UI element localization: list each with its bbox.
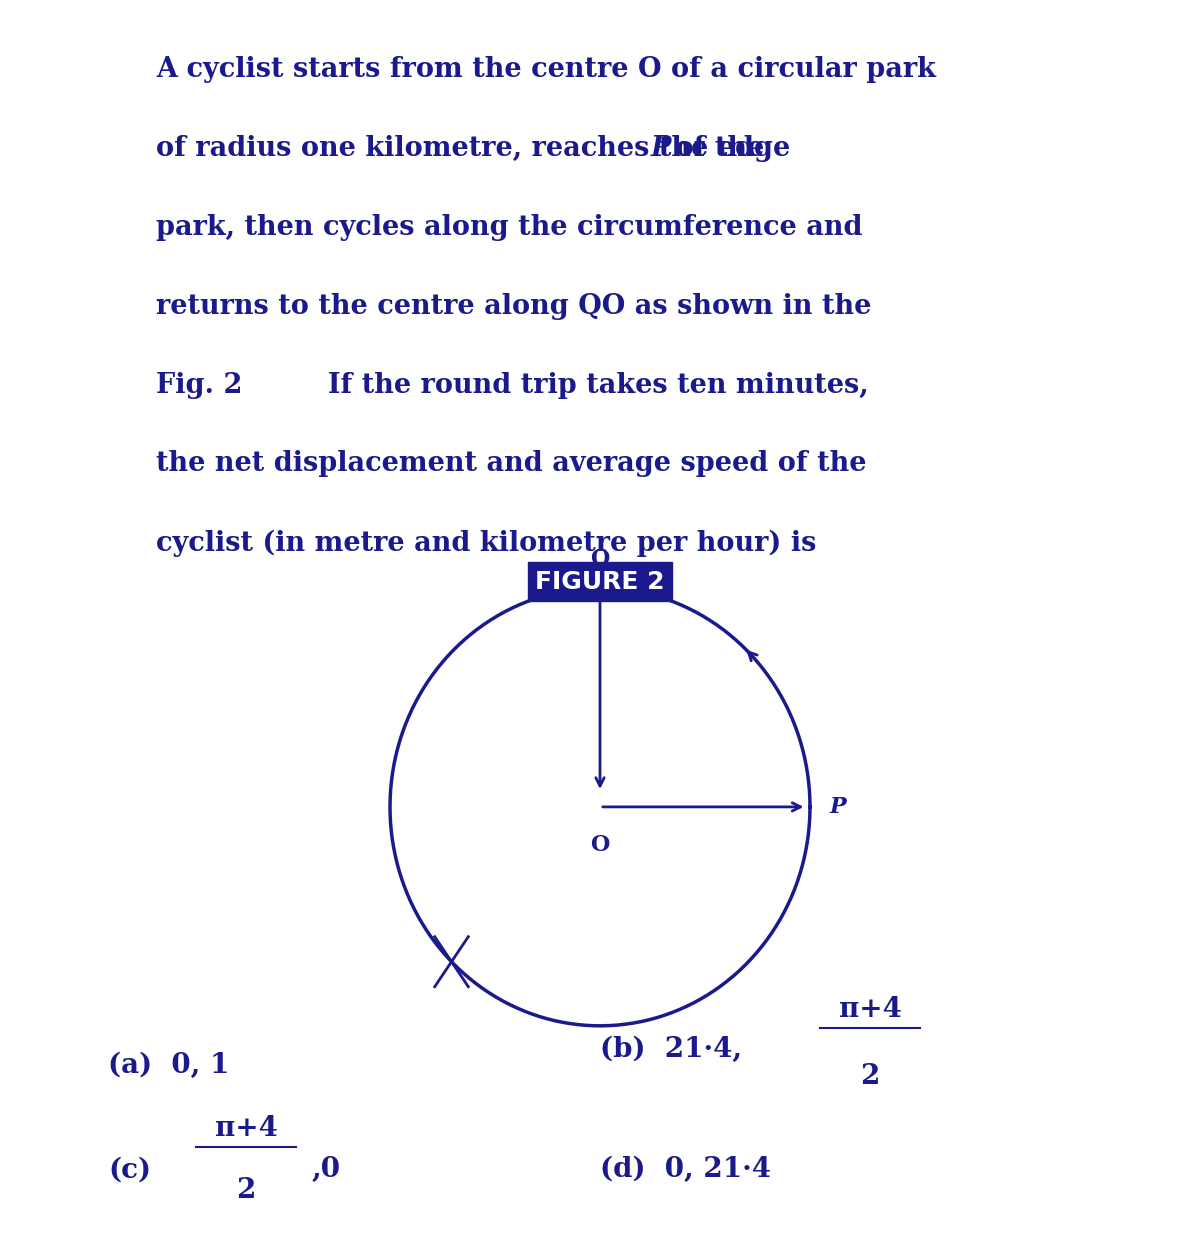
Text: FIGURE 2: FIGURE 2: [535, 569, 665, 594]
Text: Q: Q: [590, 547, 610, 569]
Text: (d)  0, 21·4: (d) 0, 21·4: [600, 1156, 772, 1183]
Text: A cyclist starts from the centre O of a circular park: A cyclist starts from the centre O of a …: [156, 56, 936, 84]
Text: π+4: π+4: [839, 996, 901, 1023]
Text: 2: 2: [860, 1063, 880, 1091]
Text: O: O: [590, 834, 610, 857]
Text: P: P: [829, 796, 846, 818]
Text: of the: of the: [666, 135, 764, 163]
Text: 2: 2: [236, 1177, 256, 1205]
Text: (b)  21·4,: (b) 21·4,: [600, 1036, 742, 1063]
Text: cyclist (in metre and kilometre per hour) is: cyclist (in metre and kilometre per hour…: [156, 529, 816, 557]
Text: ,0: ,0: [312, 1156, 341, 1183]
Text: π+4: π+4: [215, 1115, 277, 1142]
Text: Fig. 2         If the round trip takes ten minutes,: Fig. 2 If the round trip takes ten minut…: [156, 372, 869, 399]
Text: (c): (c): [108, 1156, 151, 1183]
Text: park, then cycles along the circumference and: park, then cycles along the circumferenc…: [156, 214, 863, 241]
Text: (a)  0, 1: (a) 0, 1: [108, 1052, 229, 1080]
Text: of radius one kilometre, reaches the edge: of radius one kilometre, reaches the edg…: [156, 135, 799, 163]
Text: P: P: [650, 135, 671, 163]
Text: the net displacement and average speed of the: the net displacement and average speed o…: [156, 450, 866, 478]
Text: returns to the centre along QO as shown in the: returns to the centre along QO as shown …: [156, 293, 871, 320]
